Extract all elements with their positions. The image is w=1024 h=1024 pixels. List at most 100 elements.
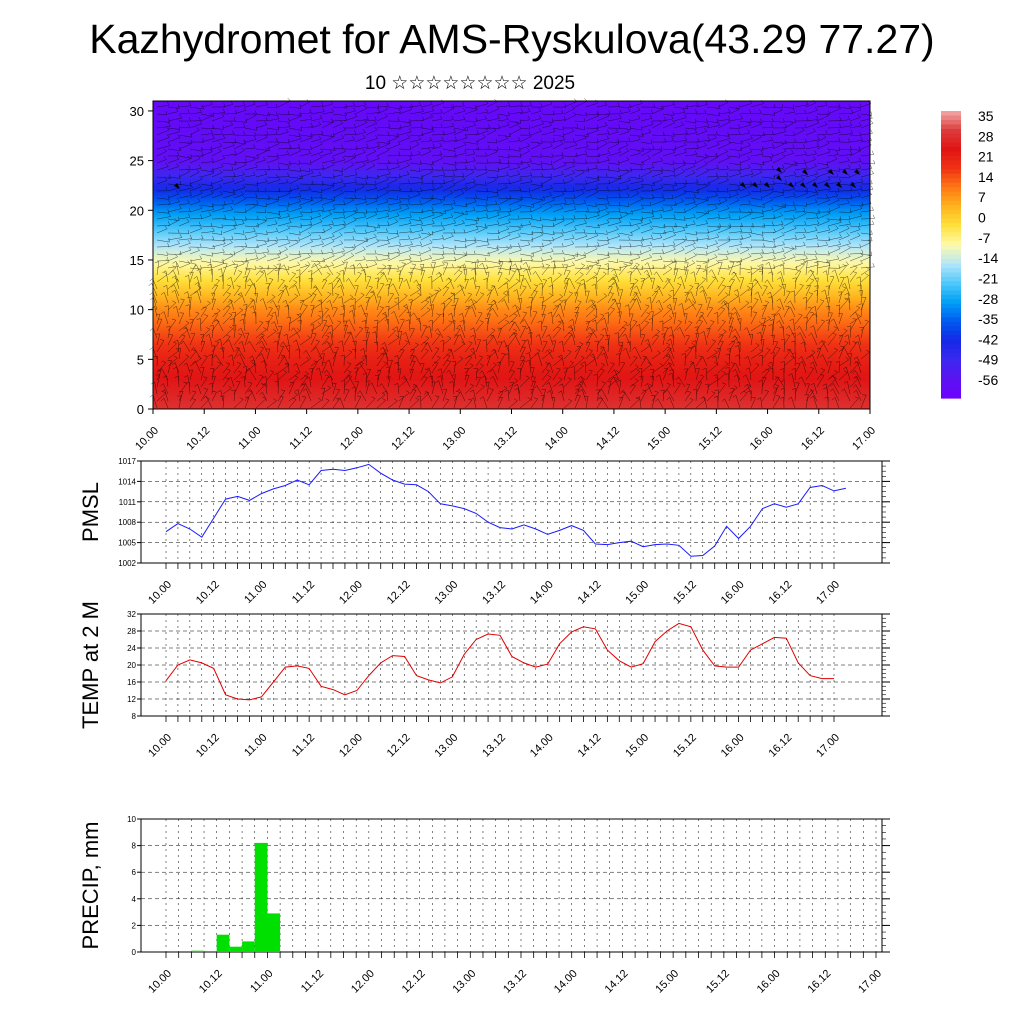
colorbar-swatch — [941, 321, 961, 327]
colorbar-swatch — [941, 344, 961, 350]
temp-x-tick-label: 14.00 — [528, 732, 556, 760]
precip-bar — [191, 950, 205, 952]
colorbar-swatch — [941, 317, 961, 323]
colorbar-swatch — [941, 128, 961, 135]
colorbar-swatch — [941, 263, 961, 269]
cross-x-tick-label: 16.12 — [799, 425, 827, 453]
wind-barbs — [148, 97, 875, 409]
precip-x-tick-label: 13.00 — [450, 968, 478, 996]
precip-frame — [140, 818, 883, 953]
precip-x-tick-label: 15.00 — [653, 968, 681, 996]
precip-x-tick-label: 14.12 — [603, 968, 631, 996]
cross-x-tick-label: 10.12 — [184, 425, 212, 453]
temp-x-tick-label: 15.00 — [623, 732, 651, 760]
colorbar-label: 14 — [978, 169, 994, 185]
colorbar-swatch — [941, 272, 961, 278]
cross-y-tick-label: 10 — [130, 303, 144, 318]
precip-bar — [267, 913, 281, 952]
colorbar-swatch — [941, 353, 961, 359]
cross-x-tick-label: 12.00 — [338, 425, 366, 453]
precip-x-tick-label: 12.12 — [400, 968, 428, 996]
colorbar-swatch — [941, 187, 961, 193]
colorbar-swatch — [941, 389, 961, 395]
colorbar-swatch — [941, 124, 961, 130]
colorbar-label: -14 — [978, 250, 998, 266]
colorbar-label: 21 — [978, 149, 994, 165]
cross-y-tick-label: 0 — [137, 402, 144, 417]
colorbar-swatch — [941, 299, 961, 305]
colorbar-swatch — [941, 258, 961, 265]
precip-panel: 0 2 4 6 8 10 10.00 10.12 11.00 11.12 12.00 12.12 13.… — [78, 815, 890, 996]
colorbar: 35 28 21 14 7 0 -7 -14 -21 -28 -35 -42 -49 -56 — [941, 108, 998, 399]
colorbar-label: -56 — [978, 372, 998, 388]
pmsl-panel: 1002 1005 1008 1011 1014 1017 10.00 10.12 11.00 1… — [78, 457, 890, 607]
pmsl-x-tick-label: 16.12 — [766, 579, 794, 607]
cross-x-tick-label: 17.00 — [850, 425, 878, 453]
pmsl-x-tick-label: 13.00 — [432, 579, 460, 607]
temp-panel: 8 12 16 20 24 28 32 10.00 10.12 11.00 11.12 12.00 12… — [78, 601, 890, 760]
precip-x-tick-label: 12.00 — [349, 968, 377, 996]
cross-x-tick-label: 16.00 — [748, 425, 776, 453]
precip-x-tick-label: 11.00 — [248, 968, 275, 995]
pmsl-frame — [140, 460, 883, 564]
temp-x-tick-label: 12.00 — [337, 732, 365, 760]
precip-y-tick-label: 2 — [132, 921, 137, 930]
pmsl-y-tick-label: 1002 — [118, 559, 136, 568]
temp-x-tick-label: 14.12 — [576, 732, 604, 760]
colorbar-swatch — [941, 218, 961, 224]
temp-y-axis-label: TEMP at 2 M — [78, 601, 103, 729]
colorbar-swatch — [941, 133, 961, 139]
temp-x-tick-label: 16.00 — [719, 732, 747, 760]
precip-x-tick-label: 10.12 — [197, 968, 225, 996]
temp-x-tick-label: 11.12 — [290, 732, 317, 759]
colorbar-swatch — [941, 209, 961, 215]
temp-y-tick-label: 28 — [127, 627, 136, 636]
pmsl-y-tick-label: 1011 — [119, 498, 137, 507]
precip-bar — [254, 842, 268, 952]
colorbar-label: -35 — [978, 311, 998, 327]
colorbar-swatch — [941, 182, 961, 188]
colorbar-label: -49 — [978, 352, 998, 368]
wind-flags — [174, 167, 860, 189]
temp-x-tick-label: 13.12 — [480, 732, 508, 760]
colorbar-swatch — [941, 339, 961, 345]
colorbar-swatch — [941, 326, 961, 332]
cross-x-tick-label: 10.00 — [133, 425, 161, 453]
cross-y-tick-label: 30 — [130, 104, 144, 119]
colorbar-swatch — [941, 294, 961, 300]
colorbar-swatch — [941, 393, 961, 399]
colorbar-swatch — [941, 303, 961, 309]
precip-bar — [242, 941, 255, 952]
pmsl-x-tick-label: 16.00 — [719, 579, 747, 607]
colorbar-label: 7 — [978, 189, 986, 205]
cross-x-tick-label: 13.12 — [492, 425, 520, 453]
chart-title: Kazhydromet for AMS-Ryskulova(43.29 77.2… — [89, 16, 935, 62]
temp-y-tick-label: 24 — [127, 644, 136, 653]
colorbar-swatch — [941, 119, 961, 126]
colorbar-swatch — [941, 348, 961, 354]
pmsl-y-tick-label: 1008 — [118, 518, 136, 527]
colorbar-swatch — [941, 111, 961, 117]
temp-y-tick-label: 16 — [127, 678, 136, 687]
colorbar-swatch — [941, 384, 961, 390]
colorbar-swatch — [941, 151, 961, 157]
precip-x-tick-label: 16.00 — [755, 968, 783, 996]
colorbar-label: 28 — [978, 128, 994, 144]
temp-x-tick-label: 13.00 — [432, 732, 460, 760]
colorbar-swatch — [941, 371, 961, 377]
colorbar-label: -21 — [978, 270, 998, 286]
colorbar-label: -28 — [978, 291, 998, 307]
pmsl-x-tick-label: 15.00 — [623, 579, 651, 607]
pmsl-x-tick-label: 13.12 — [480, 579, 508, 607]
cross-y-tick-label: 20 — [130, 203, 144, 218]
colorbar-swatch — [941, 357, 961, 363]
precip-bar — [229, 946, 243, 952]
temp-x-tick-label: 10.00 — [146, 732, 174, 760]
temp-y-tick-label: 12 — [127, 695, 136, 704]
pmsl-x-tick-label: 12.12 — [385, 579, 413, 607]
cross-x-tick-label: 13.00 — [440, 425, 468, 453]
cross-section-panel: 0 5 10 15 20 25 30 10.00 10.12 11.00 11.12 12.00 12.… — [130, 97, 878, 453]
colorbar-swatch — [941, 330, 961, 336]
colorbar-swatch — [941, 178, 961, 184]
